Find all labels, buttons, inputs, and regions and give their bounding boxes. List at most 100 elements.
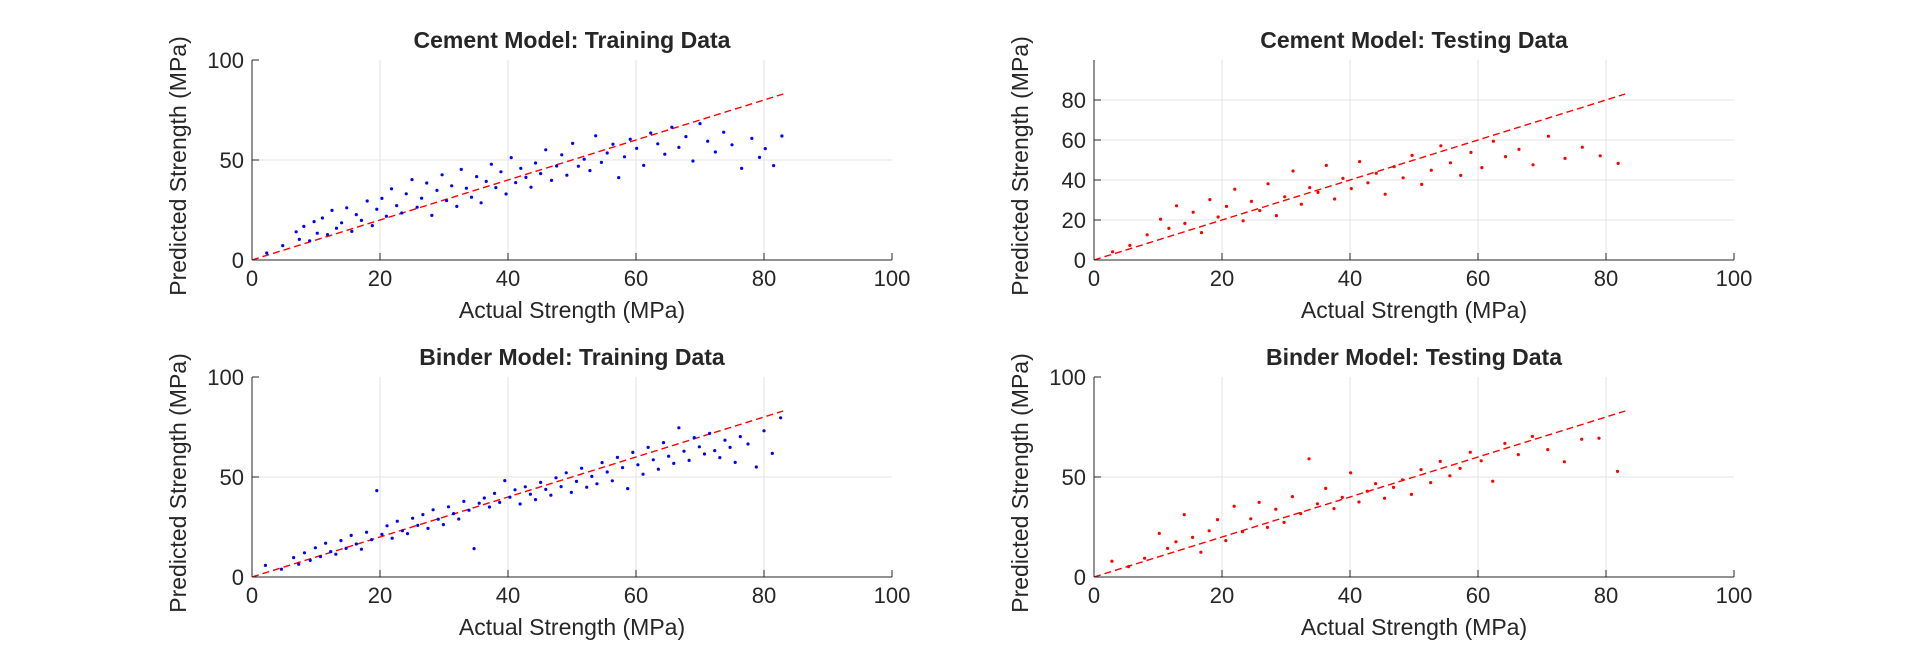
data-point bbox=[544, 487, 548, 491]
data-point bbox=[318, 555, 323, 559]
y-tick-label: 20 bbox=[1062, 208, 1086, 233]
data-point bbox=[1291, 169, 1295, 173]
data-point bbox=[1349, 471, 1353, 475]
data-point bbox=[1283, 195, 1287, 199]
data-point bbox=[1216, 215, 1220, 219]
reference-line bbox=[1093, 93, 1626, 261]
data-point bbox=[1190, 535, 1195, 540]
data-point bbox=[479, 201, 483, 205]
data-point bbox=[1110, 559, 1114, 563]
data-point bbox=[1459, 173, 1463, 177]
data-point bbox=[780, 134, 784, 138]
data-point bbox=[489, 162, 493, 166]
data-point bbox=[292, 556, 296, 560]
data-point bbox=[1241, 219, 1245, 223]
data-point bbox=[554, 476, 558, 480]
data-point bbox=[691, 159, 695, 163]
data-point bbox=[642, 163, 646, 167]
data-point bbox=[415, 205, 419, 209]
data-point bbox=[1562, 460, 1566, 464]
data-point bbox=[1448, 161, 1453, 165]
data-point bbox=[677, 426, 681, 430]
data-point bbox=[436, 517, 440, 521]
data-point bbox=[519, 166, 523, 170]
data-point bbox=[404, 192, 408, 196]
x-axis-label: Actual Strength (MPa) bbox=[459, 614, 685, 640]
data-point bbox=[1530, 434, 1534, 438]
data-point bbox=[308, 558, 312, 563]
data-point bbox=[1307, 457, 1311, 461]
data-point bbox=[1448, 474, 1452, 478]
data-point bbox=[1517, 147, 1521, 151]
data-point bbox=[1420, 182, 1424, 186]
data-point bbox=[1349, 187, 1353, 191]
data-point bbox=[297, 562, 301, 566]
x-tick-label: 0 bbox=[246, 583, 258, 608]
data-point bbox=[656, 467, 661, 471]
data-point bbox=[455, 204, 459, 208]
data-point bbox=[400, 211, 404, 215]
data-point bbox=[1546, 448, 1550, 452]
data-point bbox=[569, 490, 573, 494]
data-point bbox=[1479, 459, 1483, 463]
x-tick-label: 0 bbox=[246, 266, 258, 291]
data-point bbox=[498, 500, 502, 504]
data-point bbox=[605, 151, 609, 155]
data-point bbox=[706, 139, 710, 143]
x-tick-label: 60 bbox=[624, 583, 648, 608]
data-point bbox=[499, 170, 503, 174]
y-tick-label: 0 bbox=[1074, 565, 1086, 590]
data-point bbox=[484, 179, 488, 183]
data-point bbox=[560, 153, 564, 157]
data-point bbox=[684, 135, 688, 139]
data-point bbox=[302, 551, 307, 555]
data-point bbox=[435, 188, 439, 192]
data-point bbox=[1358, 160, 1362, 164]
data-point bbox=[400, 529, 404, 533]
data-point bbox=[539, 172, 543, 176]
data-point bbox=[750, 136, 754, 140]
data-point bbox=[389, 187, 394, 191]
data-point bbox=[762, 429, 766, 433]
data-point bbox=[622, 155, 627, 159]
data-point bbox=[723, 438, 727, 442]
data-point bbox=[1282, 520, 1286, 525]
data-point bbox=[1233, 187, 1237, 191]
data-point bbox=[1503, 441, 1507, 445]
data-point bbox=[590, 474, 594, 478]
data-point bbox=[1174, 204, 1179, 208]
data-point bbox=[1145, 233, 1149, 237]
data-point bbox=[1374, 482, 1378, 486]
data-point bbox=[646, 445, 650, 449]
data-point bbox=[420, 196, 424, 200]
data-point bbox=[359, 547, 364, 551]
data-point bbox=[462, 499, 466, 503]
data-point bbox=[697, 445, 701, 449]
data-point bbox=[324, 541, 328, 545]
data-point bbox=[1266, 182, 1270, 186]
data-point bbox=[467, 508, 471, 512]
data-point bbox=[349, 533, 353, 538]
data-point bbox=[1290, 495, 1294, 499]
data-point bbox=[477, 501, 481, 505]
data-point bbox=[754, 465, 758, 469]
data-point bbox=[430, 213, 434, 217]
x-tick-label: 40 bbox=[496, 583, 520, 608]
data-point bbox=[1224, 204, 1229, 208]
chart-title: Cement Model: Training Data bbox=[414, 27, 731, 53]
data-point bbox=[263, 563, 268, 568]
data-point bbox=[1491, 139, 1495, 143]
x-tick-label: 40 bbox=[496, 266, 520, 291]
data-point bbox=[1308, 186, 1312, 190]
data-point bbox=[1224, 539, 1228, 543]
x-tick-label: 0 bbox=[1088, 583, 1100, 608]
chart-title: Binder Model: Testing Data bbox=[1266, 344, 1562, 370]
data-point bbox=[1392, 165, 1396, 169]
data-point bbox=[354, 213, 358, 217]
data-point bbox=[628, 137, 632, 141]
data-point bbox=[315, 231, 319, 235]
x-tick-label: 20 bbox=[368, 583, 392, 608]
x-axis-label: Actual Strength (MPa) bbox=[459, 297, 685, 323]
x-axis-label: Actual Strength (MPa) bbox=[1301, 297, 1527, 323]
data-point bbox=[574, 479, 579, 483]
